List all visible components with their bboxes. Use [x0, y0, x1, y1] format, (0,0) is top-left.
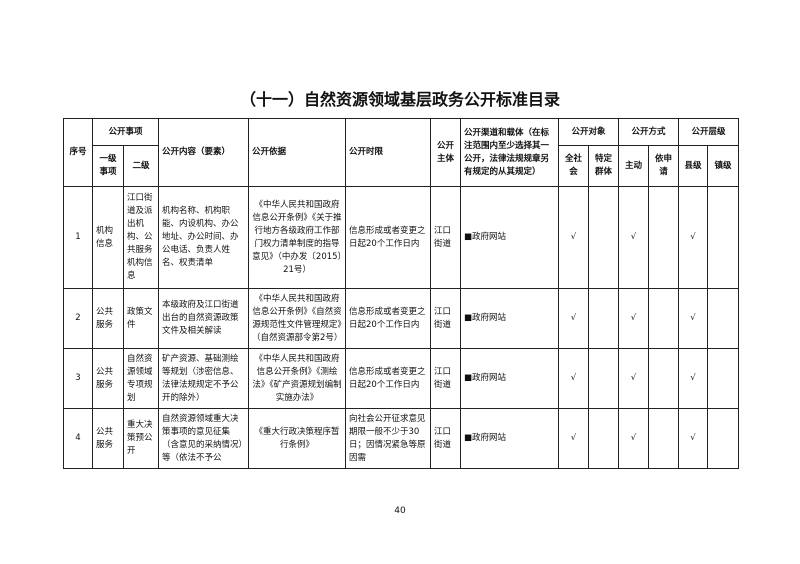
cell-l2: 重大决策预公开 — [123, 408, 159, 469]
cell-subject: 江口街道 — [430, 348, 461, 409]
cell-l2: 政策文件 — [123, 288, 159, 349]
table-row: 4 公共服务 重大决策预公开 自然资源领域重大决策事项的意见征集（含意见的采纳情况）等… — [63, 408, 739, 469]
cell-basis: 《中华人民共和国政府信息公开条例》《自然资源规范性文件管理规定》（自然资源部令第… — [248, 288, 346, 349]
cell-active: √ — [618, 408, 649, 469]
cell-channel: ■政府网站 — [460, 288, 559, 349]
header-mode: 公开方式 — [618, 118, 679, 146]
page-title: （十一）自然资源领域基层政务公开标准目录 — [239, 90, 560, 109]
cell-seq: 1 — [63, 186, 93, 289]
cell-content: 自然资源领域重大决策事项的意见征集（含意见的采纳情况）等（依法不予公 — [158, 408, 249, 469]
header-level-county: 县级 — [678, 145, 708, 187]
header-seq: 序号 — [63, 118, 93, 187]
cell-channel: ■政府网站 — [460, 408, 559, 469]
cell-basis: 《中华人民共和国政府信息公开条例》《测绘法》《矿产资源规划编制实施办法》 — [248, 348, 346, 409]
cell-county: √ — [678, 348, 708, 409]
cell-specific — [588, 348, 619, 409]
cell-request — [648, 348, 679, 409]
cell-county: √ — [678, 186, 708, 289]
cell-l1: 公共服务 — [92, 348, 124, 409]
cell-request — [648, 408, 679, 469]
cell-basis: 《重大行政决策程序暂行条例》 — [248, 408, 346, 469]
cell-subject: 江口街道 — [430, 186, 461, 289]
cell-all: √ — [558, 288, 589, 349]
cell-seq: 2 — [63, 288, 93, 349]
cell-channel: ■政府网站 — [460, 186, 559, 289]
cell-town — [707, 288, 739, 349]
header-mode-active: 主动 — [618, 145, 649, 187]
cell-content: 矿产资源、基础测绘等规划（涉密信息、法律法规规定不予公开的除外） — [158, 348, 249, 409]
cell-subject: 江口街道 — [430, 408, 461, 469]
header-target-all: 全社会 — [558, 145, 589, 187]
cell-basis: 《中华人民共和国政府信息公开条例》《关于推行地方各级政府工作部门权力清单制度的指… — [248, 186, 346, 289]
cell-time: 信息形成或者变更之日起20个工作日内 — [345, 348, 431, 409]
header-item: 公开事项 — [92, 118, 159, 146]
cell-subject: 江口街道 — [430, 288, 461, 349]
cell-l1: 机构信息 — [92, 186, 124, 289]
header-target-specific: 特定群体 — [588, 145, 619, 187]
header-channel: 公开渠道和载体（在标注范围内至少选择其一公开，法律法规规章另有规定的从其规定） — [460, 118, 559, 187]
cell-active: √ — [618, 288, 649, 349]
cell-county: √ — [678, 408, 708, 469]
header-level2: 二级 — [123, 145, 159, 187]
catalog-table: 序号 公开事项 公开内容（要素） 公开依据 公开时限 公开主体 公开渠道和载体（… — [63, 118, 739, 469]
cell-time: 信息形成或者变更之日起20个工作日内 — [345, 186, 431, 289]
header-level-town: 镇级 — [707, 145, 739, 187]
cell-seq: 3 — [63, 348, 93, 409]
cell-l1: 公共服务 — [92, 408, 124, 469]
cell-town — [707, 408, 739, 469]
cell-request — [648, 186, 679, 289]
header-mode-request: 依申请 — [648, 145, 679, 187]
cell-time: 信息形成或者变更之日起20个工作日内 — [345, 288, 431, 349]
cell-town — [707, 348, 739, 409]
table-row: 1 机构信息 江口街道及派出机构、公共服务机构信息 机构名称、机构职能、内设机构、办公… — [63, 186, 739, 289]
cell-content: 机构名称、机构职能、内设机构、办公地址、办公时间、办公电话、负责人姓名、权责清单 — [158, 186, 249, 289]
cell-active: √ — [618, 186, 649, 289]
cell-county: √ — [678, 288, 708, 349]
header-content: 公开内容（要素） — [158, 118, 249, 187]
header-basis: 公开依据 — [248, 118, 346, 187]
cell-l2: 江口街道及派出机构、公共服务机构信息 — [123, 186, 159, 289]
cell-all: √ — [558, 186, 589, 289]
table-row: 3 公共服务 自然资源领域专项规划 矿产资源、基础测绘等规划（涉密信息、法律法规规定不… — [63, 348, 739, 409]
cell-all: √ — [558, 348, 589, 409]
table-row: 2 公共服务 政策文件 本级政府及江口街道出台的自然资源政策文件及相关解读 《中华人民共… — [63, 288, 739, 349]
cell-specific — [588, 288, 619, 349]
cell-all: √ — [558, 408, 589, 469]
header-target: 公开对象 — [558, 118, 619, 146]
cell-active: √ — [618, 348, 649, 409]
page-number: 40 — [394, 506, 406, 516]
cell-town — [707, 186, 739, 289]
header-level1: 一级事项 — [92, 145, 124, 187]
cell-channel: ■政府网站 — [460, 348, 559, 409]
cell-request — [648, 288, 679, 349]
header-level: 公开层级 — [678, 118, 739, 146]
header-time: 公开时限 — [345, 118, 431, 187]
header-subject: 公开主体 — [430, 118, 461, 187]
cell-specific — [588, 186, 619, 289]
cell-l2: 自然资源领域专项规划 — [123, 348, 159, 409]
cell-content: 本级政府及江口街道出台的自然资源政策文件及相关解读 — [158, 288, 249, 349]
cell-seq: 4 — [63, 408, 93, 469]
cell-l1: 公共服务 — [92, 288, 124, 349]
cell-time: 向社会公开征求意见期限一般不少于30日；因情况紧急等原因需 — [345, 408, 431, 469]
cell-specific — [588, 408, 619, 469]
